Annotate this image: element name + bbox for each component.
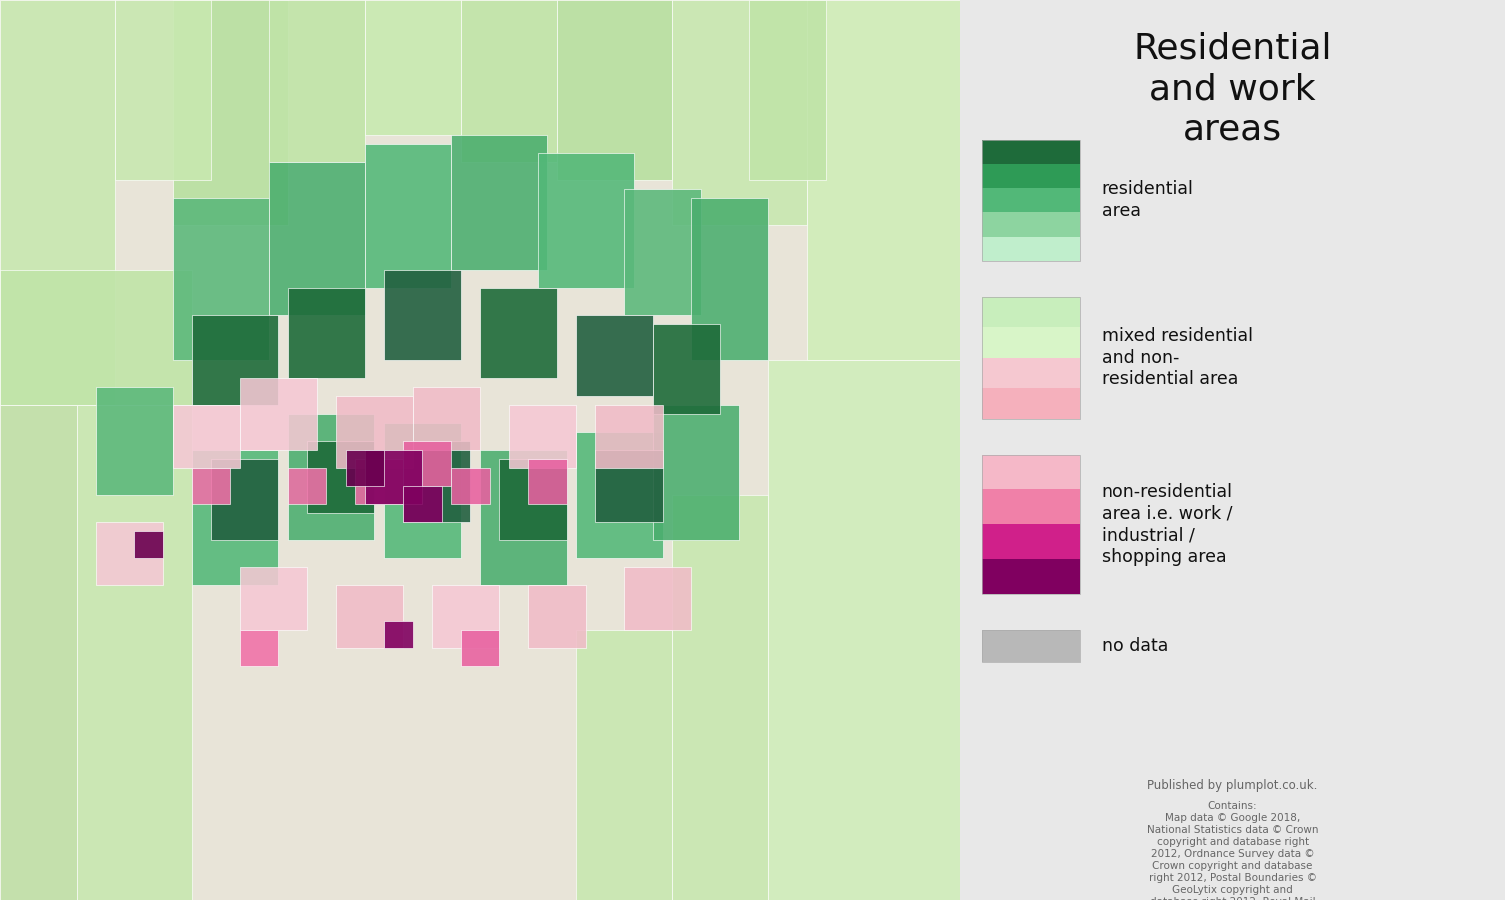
Bar xyxy=(432,585,500,648)
Bar xyxy=(346,450,384,486)
Bar xyxy=(384,270,461,360)
Bar xyxy=(0,405,77,900)
Bar xyxy=(307,441,375,513)
Bar xyxy=(0,270,193,405)
Bar xyxy=(673,495,768,900)
Bar xyxy=(981,140,1081,261)
Bar xyxy=(981,630,1081,662)
Bar xyxy=(981,559,1081,594)
Bar xyxy=(364,0,461,135)
Bar xyxy=(480,288,557,378)
Bar xyxy=(981,297,1081,418)
Bar xyxy=(96,522,163,585)
Bar xyxy=(336,396,412,468)
Bar xyxy=(384,621,412,648)
Bar xyxy=(596,450,662,522)
Bar xyxy=(981,297,1081,328)
Bar xyxy=(981,358,1081,388)
Text: non-residential
area i.e. work /
industrial /
shopping area: non-residential area i.e. work / industr… xyxy=(1102,483,1233,565)
Bar xyxy=(981,140,1081,164)
Bar xyxy=(336,585,403,648)
Bar xyxy=(981,164,1081,188)
Bar xyxy=(116,0,211,180)
Bar xyxy=(355,459,403,504)
Bar xyxy=(412,387,480,450)
Bar xyxy=(403,486,441,522)
Bar xyxy=(403,441,471,522)
Bar xyxy=(287,414,375,540)
Bar xyxy=(673,0,807,225)
Bar xyxy=(384,423,461,558)
Bar xyxy=(509,405,576,468)
Bar xyxy=(480,450,566,585)
Bar xyxy=(768,360,960,900)
Bar xyxy=(576,315,653,396)
Bar xyxy=(452,135,548,270)
Bar xyxy=(134,531,163,558)
Bar xyxy=(981,328,1081,358)
Bar xyxy=(364,144,452,288)
Bar xyxy=(981,524,1081,559)
Bar xyxy=(364,450,423,504)
Bar xyxy=(625,567,691,630)
Bar xyxy=(981,212,1081,237)
Text: Contains:
Map data © Google 2018,
National Statistics data © Crown
copyright and: Contains: Map data © Google 2018, Nation… xyxy=(1147,801,1318,900)
Bar xyxy=(653,405,739,540)
Bar xyxy=(981,188,1081,212)
Bar xyxy=(576,630,673,900)
Bar xyxy=(749,0,826,180)
Text: mixed residential
and non-
residential area: mixed residential and non- residential a… xyxy=(1102,328,1252,388)
Bar xyxy=(596,405,662,468)
Bar xyxy=(193,468,230,504)
Text: no data: no data xyxy=(1102,637,1168,655)
Bar xyxy=(269,162,364,315)
Bar xyxy=(653,324,721,414)
Bar xyxy=(807,0,960,360)
Bar xyxy=(96,387,173,495)
Text: residential
area: residential area xyxy=(1102,181,1193,220)
Bar xyxy=(461,630,500,666)
Bar xyxy=(981,454,1081,490)
Bar xyxy=(173,198,269,360)
Bar xyxy=(211,459,278,540)
Bar xyxy=(269,0,364,162)
Bar xyxy=(557,0,673,180)
Bar xyxy=(0,0,116,405)
Bar xyxy=(537,153,634,288)
Bar xyxy=(452,468,489,504)
Bar xyxy=(528,585,585,648)
Text: Published by plumplot.co.uk.: Published by plumplot.co.uk. xyxy=(1147,778,1318,791)
Bar xyxy=(981,454,1081,594)
Bar xyxy=(193,315,278,405)
Bar xyxy=(193,450,278,585)
Bar xyxy=(981,388,1081,418)
Bar xyxy=(625,189,701,315)
Bar xyxy=(173,0,287,225)
Bar xyxy=(691,198,768,360)
Bar xyxy=(981,237,1081,261)
Bar xyxy=(461,0,557,162)
Bar xyxy=(576,432,662,558)
Bar xyxy=(241,567,307,630)
Bar xyxy=(287,288,364,378)
Bar xyxy=(981,630,1081,662)
Text: Residential
and work
areas: Residential and work areas xyxy=(1133,32,1332,147)
Bar xyxy=(77,405,193,900)
Bar xyxy=(403,441,452,486)
Bar xyxy=(500,459,566,540)
Bar xyxy=(528,459,566,504)
Bar xyxy=(241,378,318,450)
Bar xyxy=(981,490,1081,524)
Bar xyxy=(241,630,278,666)
Bar xyxy=(287,468,327,504)
Bar xyxy=(173,405,241,468)
